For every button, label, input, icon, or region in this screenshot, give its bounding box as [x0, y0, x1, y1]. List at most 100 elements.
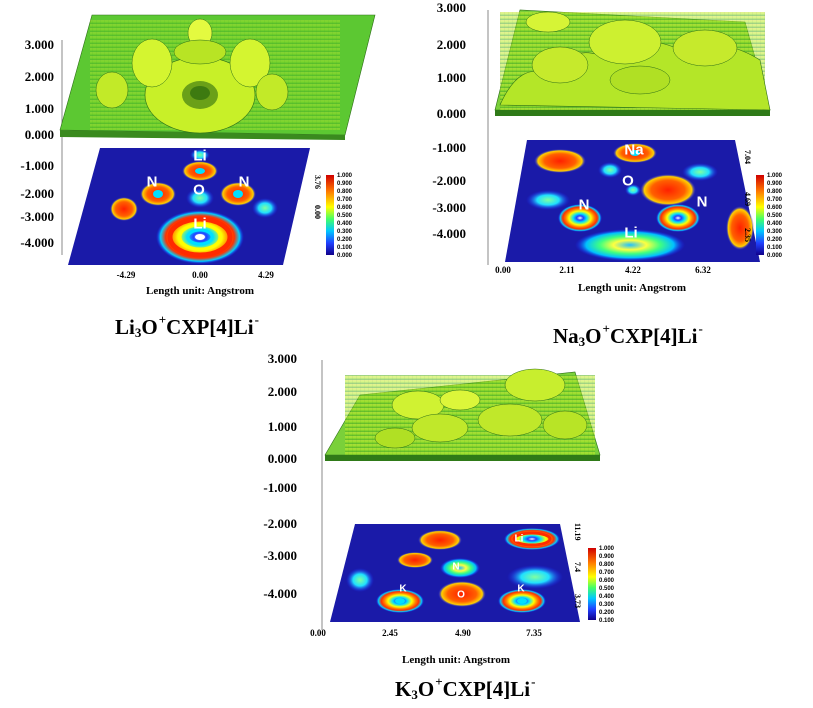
na-ytick: -2.000: [432, 173, 466, 188]
na-xtick: 4.22: [625, 265, 641, 275]
li-ytick: 1.000: [24, 101, 54, 116]
k-xtick: 0.00: [310, 628, 326, 638]
cbar-tick: 0.100: [337, 245, 353, 251]
li-3d-surface: [59, 14, 376, 140]
li-ytick: 3.000: [24, 37, 54, 52]
na-atom-label: O: [622, 172, 634, 190]
li-atom-label: N: [146, 173, 158, 191]
na-ytick: 1.000: [436, 70, 466, 85]
cbar-tick: 0.300: [337, 229, 353, 235]
k-atom-label: N: [452, 561, 460, 573]
cbar-tick: 0.800: [337, 189, 353, 195]
na-side-tick: 4.69: [743, 192, 752, 206]
cbar-tick: 0.600: [767, 205, 783, 211]
na-atom-label: Na: [624, 141, 644, 159]
li-panel-graphics: [59, 14, 376, 265]
cbar-tick: 0.700: [337, 197, 353, 203]
cbar-tick: 0.100: [599, 618, 615, 624]
na-atom-label: N: [696, 193, 708, 211]
na-ytick: 0.000: [436, 106, 466, 121]
li-contour-map: [68, 148, 310, 265]
na-ytick: 3.000: [436, 0, 466, 15]
na-side-tick: 7.04: [743, 150, 752, 164]
na-3d-surface: [494, 9, 771, 116]
na-xtick: 2.11: [559, 265, 575, 275]
cbar-tick: 0.300: [767, 229, 783, 235]
na-xtick: 6.32: [695, 265, 711, 275]
cbar-tick: 0.400: [337, 221, 353, 227]
li-xtick: 0.00: [192, 270, 208, 280]
k-caption: K3O+CXP[4]Li-: [395, 674, 536, 702]
li-colorbar: [326, 175, 334, 255]
cbar-tick: 0.200: [767, 237, 783, 243]
k-length-unit: Length unit: Angstrom: [402, 654, 510, 666]
li-ytick: -4.000: [20, 235, 54, 250]
cbar-tick: 1.000: [767, 173, 783, 179]
na-ytick: 2.000: [436, 37, 466, 52]
li-ytick: 2.000: [24, 69, 54, 84]
cbar-tick: 0.900: [599, 554, 615, 560]
k-side-tick: 3.73: [573, 594, 582, 608]
k-atom-label: K: [517, 583, 525, 595]
na-atom-label: N: [578, 196, 590, 214]
cbar-tick: 0.000: [337, 253, 353, 259]
k-side-tick: 11.19: [573, 523, 582, 541]
li-ytick: 0.000: [24, 127, 54, 142]
na-ytick: -1.000: [432, 140, 466, 155]
k-colorbar: [588, 548, 596, 620]
k-ytick: -2.000: [263, 516, 297, 531]
cbar-tick: 1.000: [337, 173, 353, 179]
li-atom-label: O: [193, 181, 205, 199]
cbar-tick: 0.600: [599, 578, 615, 584]
li-ytick: -2.000: [20, 186, 54, 201]
k-xtick: 2.45: [382, 628, 398, 638]
cbar-tick: 0.700: [767, 197, 783, 203]
cbar-tick: 0.200: [599, 610, 615, 616]
k-3d-surface: [324, 368, 601, 461]
k-ytick: 1.000: [267, 419, 297, 434]
na-ytick: -3.000: [432, 200, 466, 215]
li-xtick: -4.29: [116, 270, 136, 280]
cbar-tick: 0.300: [599, 602, 615, 608]
cbar-tick: 0.400: [767, 221, 783, 227]
li-side-tick: 3.76: [313, 175, 322, 189]
na-atom-label: Li: [624, 224, 638, 242]
k-atom-label: Li: [514, 533, 524, 545]
li-side-tick: 0.00: [313, 205, 322, 219]
k-ytick: -4.000: [263, 586, 297, 601]
cbar-tick: 0.800: [599, 562, 615, 568]
cbar-tick: 0.100: [767, 245, 783, 251]
cbar-tick: 0.900: [767, 181, 783, 187]
na-panel-graphics: [487, 9, 771, 265]
cbar-tick: 0.500: [767, 213, 783, 219]
cbar-tick: 0.000: [767, 253, 783, 259]
li-ytick: -1.000: [20, 158, 54, 173]
k-xtick: 4.90: [455, 628, 471, 638]
k-xtick: 7.35: [526, 628, 542, 638]
cbar-tick: 0.600: [337, 205, 353, 211]
cbar-tick: 1.000: [599, 546, 615, 552]
k-panel-graphics: [321, 360, 601, 630]
k-atom-label: O: [457, 589, 465, 601]
na-xtick: 0.00: [495, 265, 511, 275]
na-ytick: -4.000: [432, 226, 466, 241]
cbar-tick: 0.500: [599, 586, 615, 592]
na-contour-map: [505, 140, 760, 262]
cbar-tick: 0.200: [337, 237, 353, 243]
cbar-tick: 0.400: [599, 594, 615, 600]
li-atom-label: Li: [193, 147, 207, 165]
na-side-tick: 2.35: [743, 228, 752, 242]
li-xtick: 4.29: [258, 270, 274, 280]
k-ytick: -3.000: [263, 548, 297, 563]
na-caption: Na3O+CXP[4]Li-: [553, 321, 703, 349]
cbar-tick: 0.800: [767, 189, 783, 195]
li-ytick: -3.000: [20, 209, 54, 224]
k-contour-map: [330, 524, 580, 622]
li-length-unit: Length unit: Angstrom: [146, 285, 254, 297]
li-atom-label: Li: [193, 215, 207, 233]
k-ytick: -1.000: [263, 480, 297, 495]
li-caption: Li3O+CXP[4]Li-: [115, 312, 259, 340]
k-atom-label: K: [399, 583, 407, 595]
na-colorbar: [756, 175, 764, 255]
